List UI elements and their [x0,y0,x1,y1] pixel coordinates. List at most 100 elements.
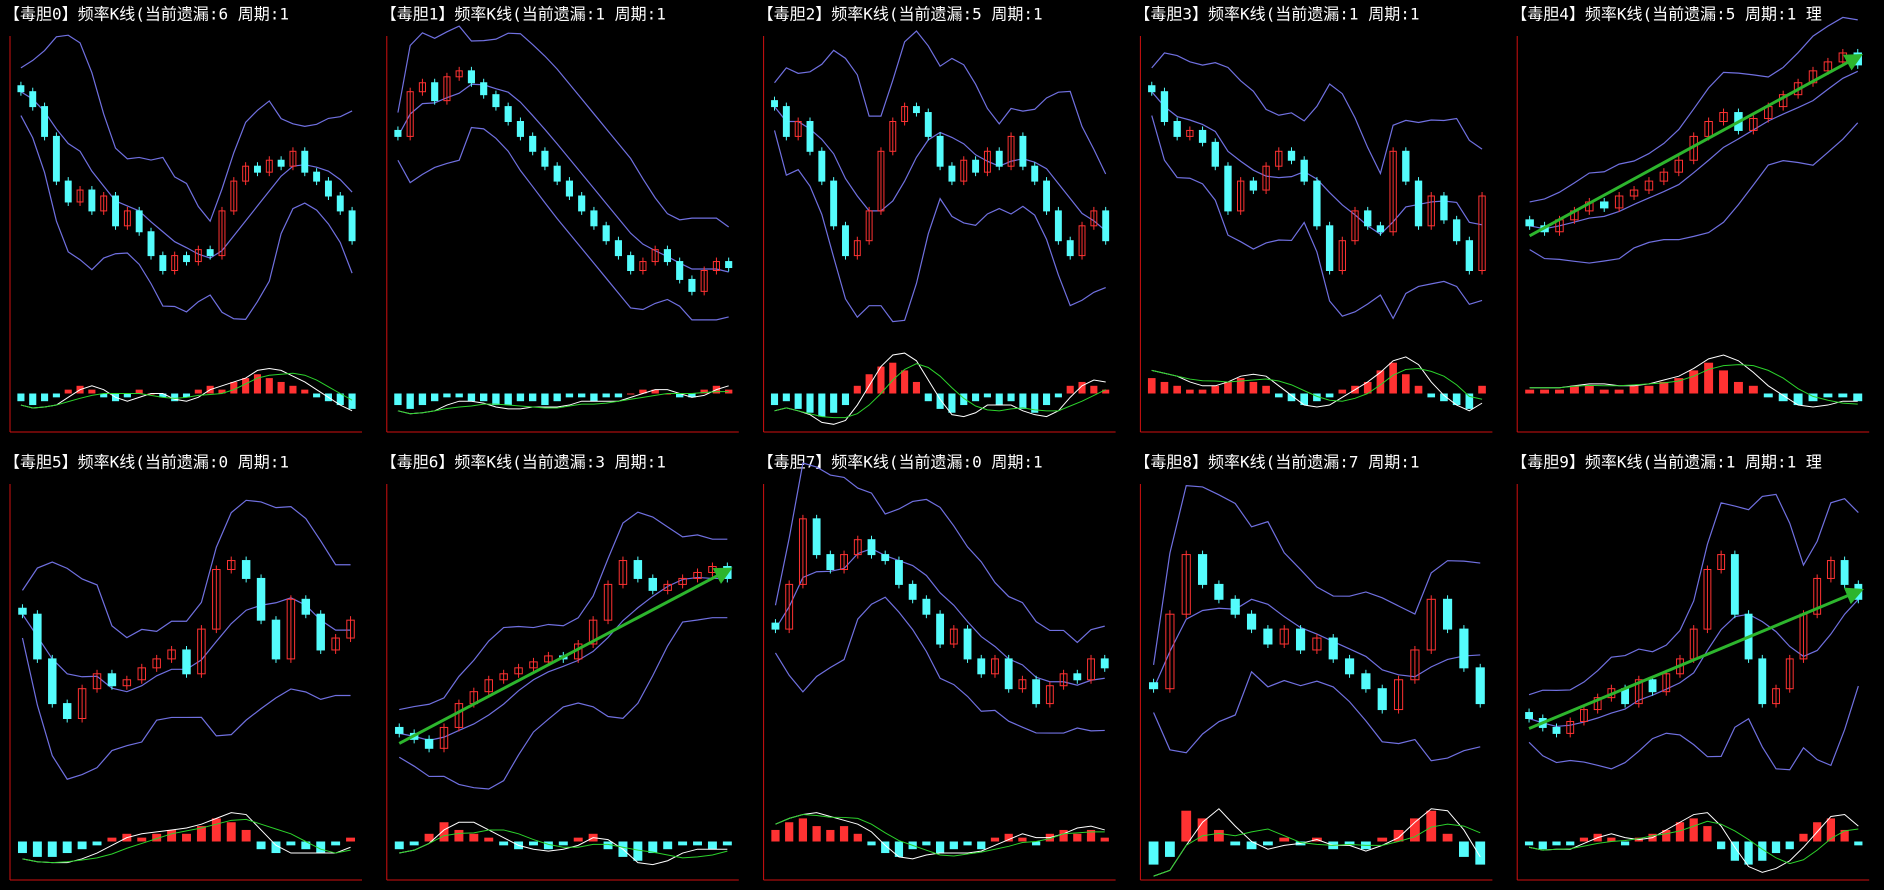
candle-body [112,195,119,227]
macd-bar [648,841,658,854]
candle [1224,162,1232,215]
macd-bar [688,393,696,398]
macd-bar [1442,833,1453,842]
candle-body [651,249,659,263]
candle-body [88,189,96,212]
macd-bar [1410,818,1420,842]
candle-body [516,121,524,137]
candle-body [1389,150,1397,233]
macd-bar [1313,393,1321,402]
macd-bar [1198,389,1207,394]
candle [324,177,332,200]
candle [771,619,780,634]
macd-bar [443,393,451,398]
macd-bar [167,829,177,842]
candle [1475,663,1485,708]
candle-body [439,726,449,749]
candle [1313,177,1321,230]
dif-line [397,385,729,415]
candle [627,251,635,275]
dea-line [397,391,729,415]
candle [1004,654,1013,693]
candle-body [1719,112,1728,122]
candle-body [394,129,402,137]
macd-bar [41,393,49,402]
candle [1377,684,1387,714]
macd-bar [1823,393,1833,398]
candle-body [1525,712,1533,719]
candle [1410,645,1420,684]
macd-bar [1236,378,1245,394]
candle-body [771,622,780,630]
candle [171,251,179,275]
candle [499,669,508,684]
macd-bar [663,841,673,850]
panel-title: 【毒胆2】频率K线(当前遗漏:5 周期:1 [758,5,1043,24]
candle [206,245,214,260]
candle [618,556,628,589]
candle-body [492,94,500,108]
trend-arrow [1528,587,1864,730]
macd-bar [614,393,623,398]
candle-body [995,150,1003,167]
candle [648,574,658,595]
macd-bar [1478,385,1486,394]
macd-bar [1004,833,1013,842]
candle [439,723,449,753]
candle-body [1007,135,1015,167]
candle [1148,678,1159,693]
macd-bar [1644,385,1654,394]
candle-body [785,583,794,630]
macd-bar [1440,393,1448,402]
candle [1614,192,1624,212]
macd-bar [1181,810,1192,842]
candle-body [64,180,72,203]
macd-bar [948,393,956,413]
candle-body [1393,679,1404,711]
candle-body [301,150,309,173]
macd-bar [1402,374,1410,394]
macd-bar [558,841,568,846]
macd-bar [949,841,958,850]
macd-bar [826,829,835,842]
candle [1262,162,1270,195]
macd-bar [226,822,236,842]
candle-body [331,637,340,651]
candle-body [171,255,179,272]
candle [924,108,932,141]
macd-bar [782,393,790,402]
band-line [397,25,730,228]
macd-bar [313,393,321,398]
candle-body [17,85,25,93]
candle [603,580,613,625]
band-line [20,34,353,223]
candle [1100,654,1109,672]
candle [395,723,404,738]
panel-title: 【毒胆0】频率K线(当前遗漏:6 周期:1 [4,5,289,24]
panel-title: 【毒胆4】频率K线(当前遗漏:5 周期:1 理 [1511,5,1822,24]
macd-bar [1019,393,1027,409]
candle [1237,177,1245,215]
candle-body [1054,210,1062,242]
dif-line [775,812,1105,860]
candle [424,735,434,753]
candle-body [889,121,897,152]
candle-body [818,150,826,182]
candle [1442,595,1453,634]
candle [529,132,537,156]
band-line [1528,685,1859,771]
candle-body [1246,613,1257,630]
candle-body [1758,658,1767,705]
macd-bar [32,841,42,857]
macd-bar [922,841,931,846]
candle [64,177,72,206]
macd-bar [256,841,266,850]
dea-line [22,818,351,864]
candle-body [286,598,296,660]
candle-body [467,70,475,84]
candle [504,102,512,126]
candle [895,556,903,589]
macd-bar [578,393,586,398]
candle-body [424,738,434,749]
macd-bar [504,393,512,406]
